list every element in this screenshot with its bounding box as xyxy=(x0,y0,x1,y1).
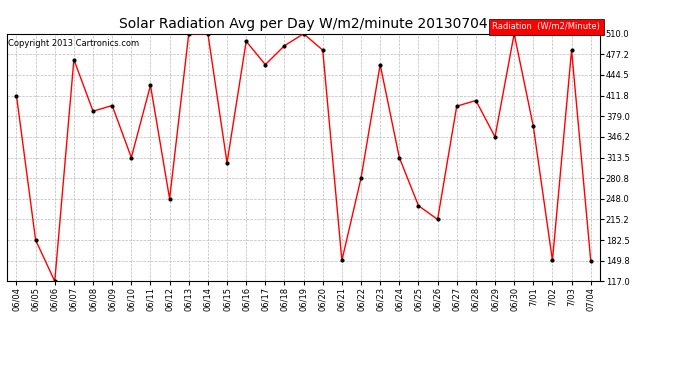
Text: Radiation  (W/m2/Minute): Radiation (W/m2/Minute) xyxy=(493,22,600,31)
Title: Solar Radiation Avg per Day W/m2/minute 20130704: Solar Radiation Avg per Day W/m2/minute … xyxy=(119,17,488,31)
Text: Copyright 2013 Cartronics.com: Copyright 2013 Cartronics.com xyxy=(8,39,139,48)
